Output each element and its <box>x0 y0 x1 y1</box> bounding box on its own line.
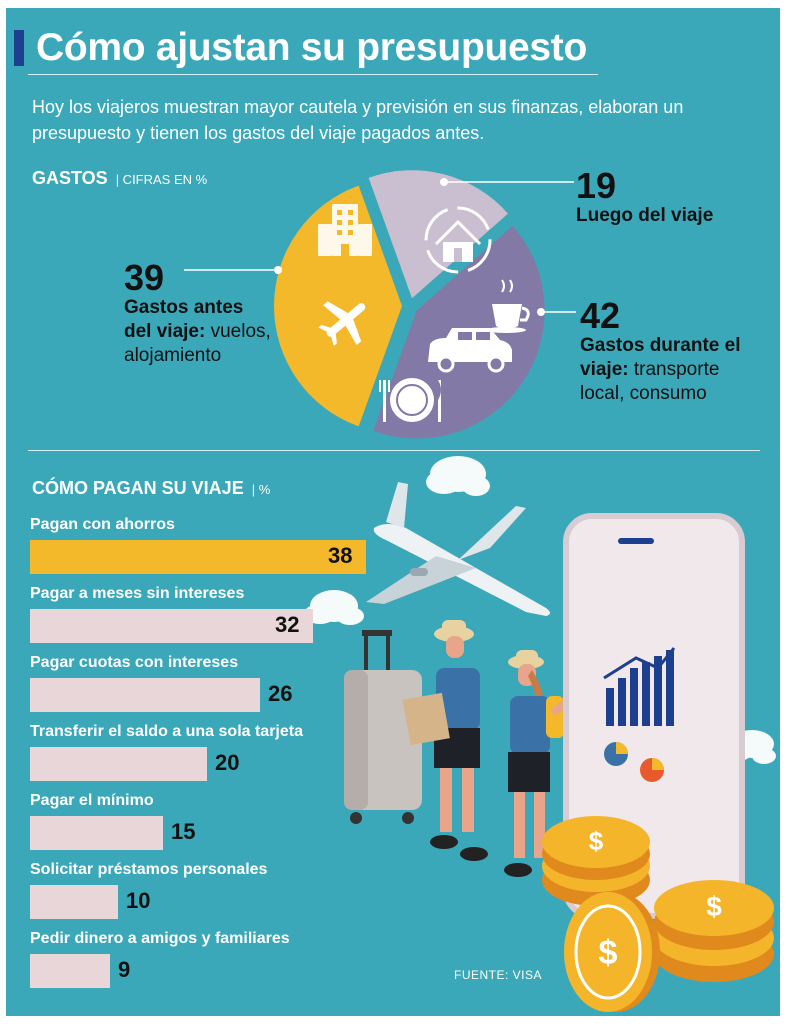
connector-durante-dot <box>537 308 545 316</box>
bar-label: Pagan con ahorros <box>30 516 175 533</box>
section-divider <box>28 450 760 451</box>
callout-antes-label: Gastos antes del viaje: <box>124 297 244 342</box>
bar-label: Solicitar préstamos personales <box>30 861 268 878</box>
callout-luego-label: Luego del viaje <box>576 205 714 226</box>
pagos-heading-label: CÓMO PAGAN SU VIAJE <box>32 478 244 498</box>
callout-antes: 39 Gastos antes del viaje: vuelos, aloja… <box>124 260 274 368</box>
bar-label: Pedir dinero a amigos y familiares <box>30 930 290 947</box>
bar-label: Pagar cuotas con intereses <box>30 654 239 671</box>
house-icon <box>424 206 492 274</box>
bar <box>30 885 118 919</box>
gastos-pie-chart <box>184 170 576 439</box>
bar-value: 9 <box>118 957 131 982</box>
gastos-heading-unit: | CIFRAS EN % <box>115 172 208 187</box>
callout-durante: 42 Gastos durante el viaje: transporte l… <box>580 298 760 406</box>
callout-antes-value: 39 <box>124 257 165 298</box>
callout-durante-label: Gastos durante el viaje: <box>580 335 741 380</box>
source-note: FUENTE: VISA <box>454 968 543 982</box>
title-accent <box>14 30 24 66</box>
bar-label: Pagar el mínimo <box>30 792 154 809</box>
callout-durante-detail: transporte local, consumo <box>580 359 720 404</box>
gastos-heading: GASTOS | CIFRAS EN % <box>32 168 207 189</box>
suitcase-icon <box>344 630 422 824</box>
infographic: Cómo ajustan su presupuesto Hoy los viaj… <box>6 8 780 1016</box>
bar-label: Transferir el saldo a una sola tarjeta <box>30 723 303 740</box>
building-icon <box>318 204 372 256</box>
coins-icon: $ $ $ <box>542 816 774 1012</box>
phone-icon <box>563 513 745 919</box>
svg-text:$: $ <box>706 891 722 922</box>
title-divider <box>28 74 598 75</box>
connector-antes-dot <box>274 266 282 274</box>
cup-icon <box>486 279 530 333</box>
bar-value: 26 <box>268 681 293 706</box>
callout-antes-detail: vuelos, alojamiento <box>124 321 271 366</box>
bar <box>30 816 163 850</box>
gastos-heading-label: GASTOS <box>32 168 108 188</box>
bar <box>30 540 366 574</box>
callout-durante-value: 42 <box>580 295 621 336</box>
callout-luego-value: 19 <box>576 165 617 206</box>
bar-value: 15 <box>171 819 196 844</box>
cloud-icon <box>426 456 490 496</box>
page-title: Cómo ajustan su presupuesto <box>36 26 587 69</box>
bar-value: 20 <box>215 750 240 775</box>
jet-airplane-icon <box>366 482 550 616</box>
bar <box>30 678 260 712</box>
bar-value: 38 <box>328 543 353 568</box>
travel-illustration: $ $ $ <box>304 456 776 1012</box>
bar-value: 10 <box>126 888 151 913</box>
svg-text:$: $ <box>589 826 604 856</box>
bar <box>30 954 110 988</box>
pie-slice-luego <box>368 170 509 299</box>
plate-icon <box>379 378 441 422</box>
airplane-icon <box>318 301 366 346</box>
pagos-heading: CÓMO PAGAN SU VIAJE | % <box>32 478 270 499</box>
bar <box>30 747 207 781</box>
pagos-heading-unit: | % <box>251 482 271 497</box>
bar-value: 32 <box>275 612 300 637</box>
traveler-man <box>402 620 488 861</box>
traveler-woman <box>504 650 578 877</box>
car-icon <box>428 328 512 373</box>
svg-text:$: $ <box>599 934 618 972</box>
connector-luego-dot <box>440 178 448 186</box>
page-subtitle: Hoy los viajeros muestran mayor cautela … <box>32 97 684 143</box>
callout-luego: 19 Luego del viaje <box>576 168 716 228</box>
cloud-icon <box>304 590 364 625</box>
bar <box>30 609 313 643</box>
bar-label: Pagar a meses sin intereses <box>30 585 245 602</box>
